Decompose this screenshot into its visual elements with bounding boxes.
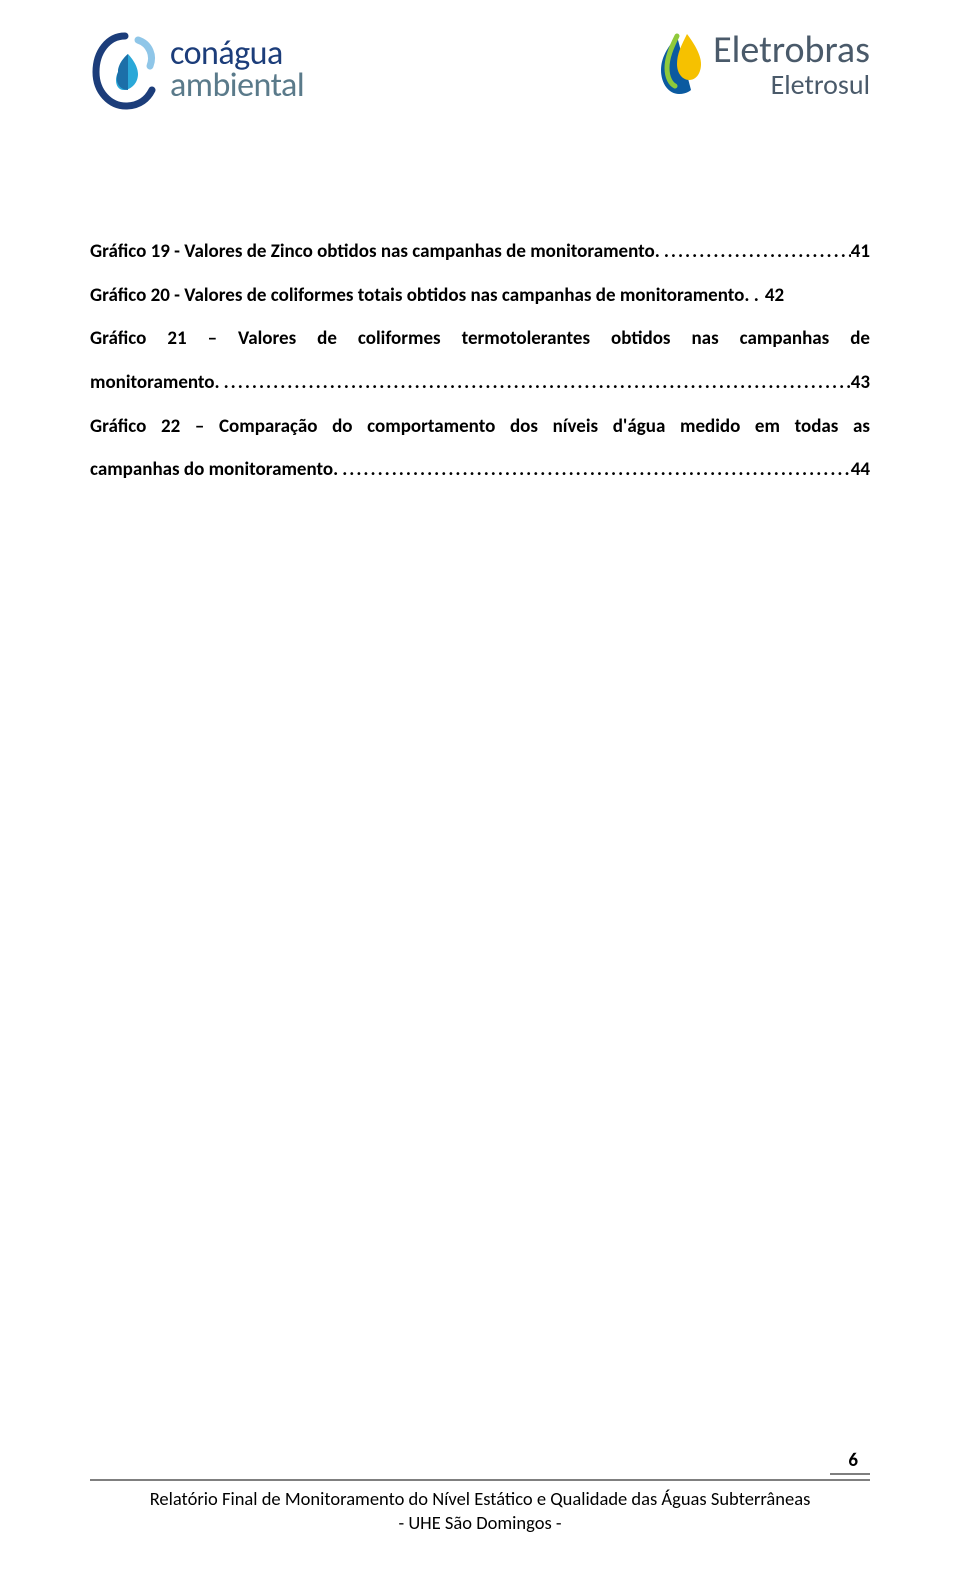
eletrobras-line1: Eletrobras <box>713 31 870 69</box>
toc-leader-dots <box>338 448 851 492</box>
conagua-wordmark: conágua ambiental <box>170 37 304 103</box>
footer-pagenum-rule <box>830 1473 870 1475</box>
toc-leader-dots <box>660 230 851 274</box>
logo-conagua: conágua ambiental <box>90 30 304 110</box>
footer-line2: - UHE São Domingos - <box>398 1511 561 1534</box>
toc-title-cont: monitoramento. <box>90 361 220 405</box>
logo-eletrobras: Eletrobras Eletrosul <box>647 30 870 100</box>
toc-page-number: 44 <box>851 448 870 492</box>
toc-page-number: 41 <box>851 230 870 274</box>
toc-entry: monitoramento. 43 <box>90 361 870 405</box>
toc-entry: Gráfico 20 - Valores de coliformes totai… <box>90 274 870 318</box>
page-header: conágua ambiental Eletrobras Eletrosul <box>90 30 870 170</box>
toc-title: Gráfico 21 – Valores de coliformes termo… <box>90 317 870 361</box>
toc-title: Gráfico 22 – Comparação do comportamento… <box>90 405 870 449</box>
toc-title: Gráfico 19 - Valores de Zinco obtidos na… <box>90 230 660 274</box>
toc-title-cont: campanhas do monitoramento. <box>90 448 338 492</box>
toc-leader-dots <box>220 361 851 405</box>
toc-page-number: 42 <box>759 274 784 318</box>
footer-line1: Relatório Final de Monitoramento do Níve… <box>150 1487 811 1510</box>
toc-title: Gráfico 20 - Valores de coliformes totai… <box>90 274 759 318</box>
footer-text: Relatório Final de Monitoramento do Níve… <box>90 1483 870 1535</box>
eletrobras-mark-icon <box>647 30 707 100</box>
toc-content: Gráfico 19 - Valores de Zinco obtidos na… <box>90 170 870 492</box>
toc-entry: campanhas do monitoramento. 44 <box>90 448 870 492</box>
conagua-mark-icon <box>90 30 160 110</box>
footer-rule <box>90 1479 870 1481</box>
toc-page-number: 43 <box>851 361 870 405</box>
toc-entry: Gráfico 19 - Valores de Zinco obtidos na… <box>90 230 870 274</box>
eletrobras-wordmark: Eletrobras Eletrosul <box>713 31 870 99</box>
footer-page-number: 6 <box>848 1449 858 1472</box>
eletrobras-line2: Eletrosul <box>771 71 870 99</box>
page-footer: 6 Relatório Final de Monitoramento do Ní… <box>90 1479 870 1535</box>
conagua-line2: ambiental <box>170 69 304 103</box>
